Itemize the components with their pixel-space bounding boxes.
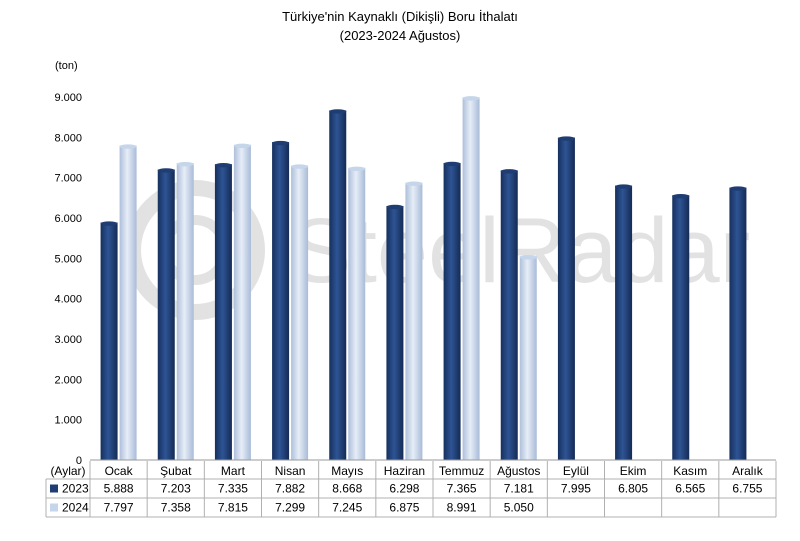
data-label-2023: 7.882 [275,482,305,496]
data-label-2024: 7.358 [161,501,191,515]
bar-2024 [405,182,423,461]
bar-top-2023 [615,184,633,189]
bar-top-2023 [272,140,290,146]
bars-group [100,96,747,461]
y-axis-label: (ton) [55,60,78,72]
y-axis-ticks: 0 1.000 2.000 3.000 4.000 5.000 6.000 7.000 8.00… [54,92,82,467]
y-tick-label: 7.000 [54,173,82,185]
chart-subtitle: (2023-2024 Ağustos) [340,28,461,43]
bar-2023 [329,110,347,461]
legend-label-2024: 2024 [62,501,89,515]
bar-top-2024 [519,255,537,260]
bar-top-2023 [443,161,461,167]
bar-2023 [214,164,232,460]
data-label-2024: 8.991 [447,501,477,515]
x-tick-label: Aralık [732,464,764,478]
y-tick-label: 9.000 [54,92,82,104]
bar-2023 [443,162,461,460]
data-label-2023: 6.298 [389,482,419,496]
x-tick-label: Mayıs [331,464,363,478]
bar-top-2024 [291,164,309,169]
data-label-2023: 6.755 [732,482,762,496]
bar-top-2023 [729,186,747,191]
bar-2024 [519,256,537,460]
x-tick-label: Ekim [620,464,647,478]
bar-2024 [462,97,480,460]
y-tick-label: 2.000 [54,374,82,386]
data-label-2023: 7.181 [504,482,534,496]
data-label-2023: 7.365 [447,482,477,496]
data-label-2024: 7.299 [275,501,305,515]
data-label-2024: 5.050 [504,501,534,515]
bar-2023 [672,195,690,460]
x-axis-label: (Aylar) [50,464,85,478]
y-tick-label: 1.000 [54,415,82,427]
bar-2023 [272,142,290,461]
legend-swatch-2024 [50,503,58,512]
bar-top-2024 [233,143,251,148]
chart-title: Türkiye'nin Kaynaklı (Dikişli) Boru İtha… [282,9,518,24]
bar-top-2024 [348,166,366,171]
x-tick-label: Kasım [673,464,707,478]
data-label-2023: 6.565 [675,482,705,496]
y-tick-label: 4.000 [54,294,82,306]
x-tick-label: Şubat [160,464,192,478]
bar-top-2023 [500,169,518,174]
x-tick-label: Eylül [563,464,589,478]
bar-2023 [557,137,575,460]
data-label-2024: 6.875 [389,501,419,515]
bar-2024 [348,167,366,460]
bar-2024 [119,145,137,460]
x-tick-label: Nisan [275,464,306,478]
bar-2024 [291,165,309,460]
y-tick-label: 8.000 [54,132,82,144]
y-tick-label: 3.000 [54,334,82,346]
data-label-2023: 7.995 [561,482,591,496]
data-label-2023: 7.335 [218,482,248,496]
bar-2023 [157,169,175,460]
data-table: (Aylar) Ocak Şubat Mart Nisan Mayıs Haziran Tem… [45,461,777,518]
bar-2023 [615,185,633,460]
bar-2023 [386,205,404,460]
y-tick-label: 5.000 [54,253,82,265]
bar-top-2024 [405,181,423,186]
bar-top-2024 [176,162,194,167]
x-tick-label: Ocak [105,464,134,478]
data-label-2023: 6.805 [618,482,648,496]
legend-swatch-2023 [50,484,58,493]
data-label-2024: 7.797 [104,501,134,515]
y-tick-label: 6.000 [54,213,82,225]
x-tick-label: Temmuz [439,464,484,478]
bar-top-2023 [557,136,575,141]
bar-top-2023 [214,162,232,168]
data-label-2023: 8.668 [332,482,362,496]
x-tick-label: Mart [221,464,246,478]
bar-top-2023 [672,194,690,199]
bar-2023 [100,222,118,460]
y-tick-label: 0 [76,455,82,467]
bar-top-2023 [329,109,347,114]
bar-2023 [500,170,518,460]
data-label-2024: 7.815 [218,501,248,515]
x-tick-label: Haziran [384,464,425,478]
data-label-2023: 7.203 [161,482,191,496]
data-label-2023: 5.888 [104,482,134,496]
data-label-2024: 7.245 [332,501,362,515]
bar-2024 [233,144,251,461]
bar-top-2023 [157,168,175,173]
bar-top-2024 [462,96,480,101]
bar-top-2023 [100,221,118,226]
x-tick-label: Ağustos [497,464,540,478]
legend-label-2023: 2023 [62,482,89,496]
bar-2024 [176,163,194,460]
bar-top-2023 [386,204,404,210]
bar-top-2024 [119,144,137,149]
bar-2023 [729,187,747,460]
